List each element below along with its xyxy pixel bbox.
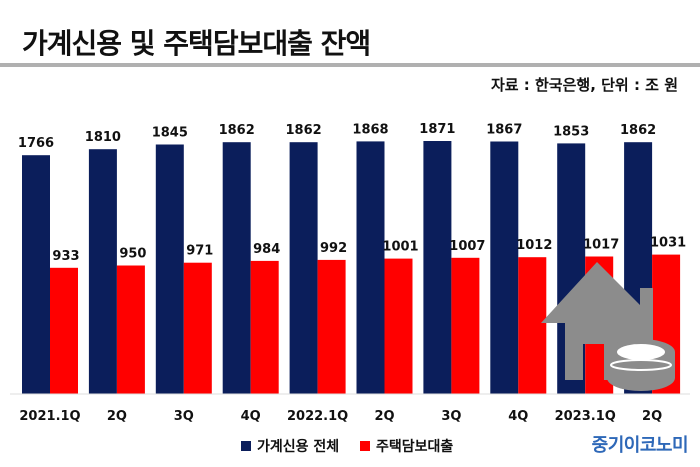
legend-label-mortgage: 주택담보대출 [376, 439, 454, 455]
mortgage-value-labels: 933 950 971 984 992 1001 1007 1012 1017 1031 [52, 236, 686, 264]
x-tick-label-2: 3Q [174, 409, 194, 424]
x-tick-label-3: 4Q [241, 409, 261, 424]
x-tick-label-6: 3Q [441, 409, 461, 424]
bar-household-6 [423, 141, 452, 394]
legend: 가계신용 전체 주택담보대출 [0, 436, 700, 460]
household-credit-series [22, 141, 653, 394]
value-label-mortgage-6: 1007 [449, 239, 485, 254]
value-label-household-7: 1867 [486, 123, 522, 138]
bar-household-3 [222, 142, 251, 394]
bar-mortgage-3 [250, 260, 279, 394]
household-value-labels: 1766 1810 1845 1862 1862 1868 1871 1867 1853 1862 [18, 122, 656, 151]
bar-household-7 [490, 141, 519, 394]
source-note: 자료 : 한국은행, 단위 : 조 원 [490, 76, 678, 94]
value-label-household-4: 1862 [286, 123, 322, 138]
x-tick-label-0: 2021.1Q [19, 409, 80, 424]
bar-household-1 [88, 149, 117, 394]
value-label-household-3: 1862 [219, 123, 255, 138]
bar-mortgage-7 [518, 257, 547, 394]
title-divider [0, 63, 700, 67]
bar-mortgage-1 [116, 265, 145, 394]
bar-household-2 [155, 144, 184, 394]
bar-household-5 [356, 141, 385, 394]
x-tick-label-8: 2023.1Q [555, 409, 616, 424]
legend-item-household: 가계신용 전체 [241, 436, 339, 456]
value-label-household-2: 1845 [152, 126, 188, 141]
legend-swatch-household [241, 441, 251, 451]
coin-stack-icon [607, 339, 675, 391]
bar-household-0 [22, 155, 50, 394]
brand-logo: 중기이코노미 [591, 435, 689, 456]
value-label-mortgage-2: 971 [186, 244, 213, 259]
bar-mortgage-4 [317, 259, 346, 394]
value-label-household-0: 1766 [18, 136, 54, 151]
value-label-household-1: 1810 [85, 130, 121, 145]
bar-household-4 [289, 142, 318, 394]
legend-label-household: 가계신용 전체 [257, 439, 340, 455]
value-label-household-5: 1868 [352, 122, 388, 137]
legend-swatch-mortgage [360, 441, 370, 451]
bar-mortgage-0 [50, 267, 78, 394]
x-tick-label-9: 2Q [642, 409, 662, 424]
value-label-mortgage-7: 1012 [516, 238, 552, 253]
x-axis-tick-labels: 2021.1Q 2Q 3Q 4Q 2022.1Q 2Q 3Q 4Q 2023.1Q 2Q [19, 409, 662, 424]
x-tick-label-5: 2Q [374, 409, 394, 424]
legend-item-mortgage: 주택담보대출 [360, 436, 453, 456]
value-label-mortgage-0: 933 [52, 249, 79, 264]
bar-mortgage-5 [384, 258, 413, 394]
value-label-mortgage-5: 1001 [382, 240, 418, 255]
value-label-household-9: 1862 [620, 123, 656, 138]
value-label-household-6: 1871 [419, 122, 455, 137]
value-label-mortgage-4: 992 [320, 241, 347, 256]
value-label-mortgage-3: 984 [253, 242, 280, 257]
bar-mortgage-2 [183, 262, 212, 394]
x-tick-label-7: 4Q [508, 409, 528, 424]
chart-title: 가계신용 및 주택담보대출 잔액 [22, 27, 371, 60]
value-label-mortgage-1: 950 [119, 247, 146, 262]
value-label-mortgage-8: 1017 [583, 238, 619, 253]
value-label-household-8: 1853 [553, 124, 589, 139]
x-tick-label-1: 2Q [107, 409, 127, 424]
bar-mortgage-6 [451, 257, 480, 394]
x-tick-label-4: 2022.1Q [287, 409, 348, 424]
value-label-mortgage-9: 1031 [650, 236, 686, 251]
